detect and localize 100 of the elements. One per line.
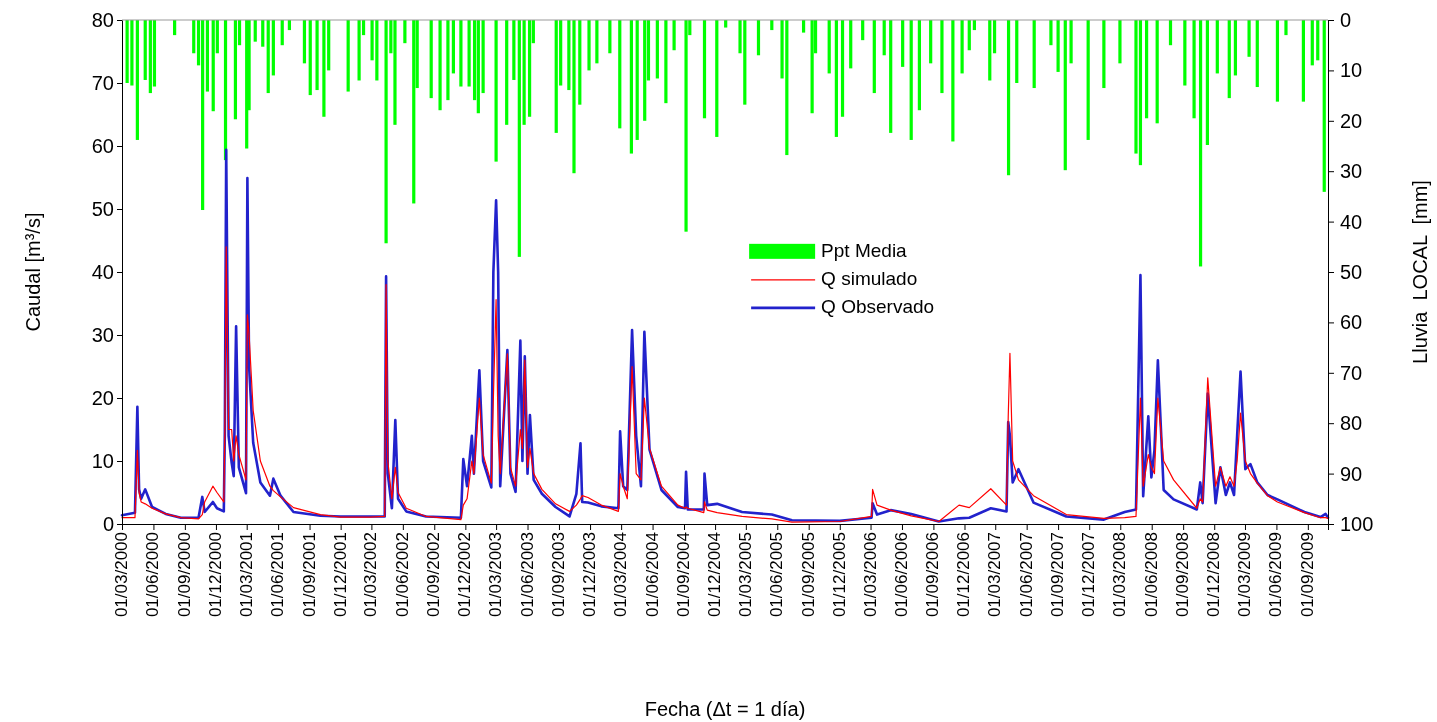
bar [517, 20, 521, 257]
bar [253, 20, 257, 42]
x-tick-label: 01/03/2006 [860, 532, 880, 618]
bar [429, 20, 433, 99]
bar [1198, 20, 1203, 267]
y2-tick-label: 90 [1340, 462, 1363, 485]
bar [940, 20, 944, 94]
bar [261, 20, 265, 47]
bar [271, 20, 275, 76]
bar [1301, 20, 1305, 102]
bar [211, 20, 215, 112]
x-tick-label: 01/09/2007 [1048, 532, 1068, 618]
bar [643, 20, 647, 121]
y2-axis-title: Lluvia LOCAL [mm] [1409, 180, 1431, 364]
bar [1056, 20, 1060, 72]
x-tick-label: 01/06/2000 [143, 532, 163, 618]
bar [1316, 20, 1320, 61]
y-tick-label: 60 [91, 134, 114, 157]
x-tick-label: 01/09/2008 [1173, 532, 1193, 618]
bar [1063, 20, 1067, 171]
bar [1155, 20, 1159, 124]
bar [756, 20, 761, 56]
bar [608, 20, 612, 54]
bar [148, 20, 152, 94]
x-tick-label: 01/03/2000 [111, 532, 131, 618]
bar [527, 20, 532, 117]
x-tick-label: 01/06/2008 [1141, 532, 1161, 618]
bar [882, 20, 886, 56]
x-tick-label: 01/09/2003 [548, 532, 568, 618]
bar [715, 20, 719, 137]
bar [302, 20, 307, 64]
y2-tick-label: 100 [1340, 512, 1374, 535]
bar [1275, 20, 1280, 102]
x-tick-label: 01/12/2004 [705, 532, 725, 618]
y2-tick-label: 10 [1340, 59, 1363, 82]
x-tick-label: 01/06/2009 [1266, 532, 1286, 618]
bar [929, 20, 933, 64]
y-axis-title: Caudal [m³/s] [22, 212, 44, 332]
bar [1284, 20, 1288, 36]
bar [1069, 20, 1073, 64]
bar [130, 20, 134, 86]
line-series [121, 246, 1329, 523]
bar [672, 20, 676, 51]
bar [438, 20, 442, 111]
bar [384, 20, 388, 244]
bar [512, 20, 516, 80]
y-tick-label: 10 [91, 449, 114, 472]
x-tick-label: 01/12/2000 [205, 532, 225, 618]
bar [201, 20, 205, 211]
x-tick-label: 01/12/2002 [455, 532, 475, 618]
bar [494, 20, 498, 162]
bar [635, 20, 639, 140]
x-tick-label: 01/09/2001 [299, 532, 319, 618]
bar [988, 20, 992, 81]
bar [967, 20, 971, 51]
x-tick-label: 01/12/2008 [1204, 532, 1224, 618]
bar [467, 20, 471, 87]
bar [481, 20, 485, 94]
bar [1205, 20, 1209, 145]
bar [1192, 20, 1196, 119]
bar [872, 20, 876, 94]
bar [357, 20, 361, 81]
y2-tick-label: 20 [1340, 109, 1363, 132]
bar [135, 20, 139, 140]
bar [1322, 20, 1326, 192]
x-tick-label: 01/06/2004 [642, 532, 662, 618]
bar [1086, 20, 1090, 140]
bar [664, 20, 668, 104]
y2-tick-label: 0 [1340, 8, 1352, 31]
x-tick-label: 01/12/2006 [954, 532, 974, 618]
bar [476, 20, 480, 114]
bar [572, 20, 576, 174]
y2-tick-label: 30 [1340, 160, 1363, 183]
bar [346, 20, 350, 92]
x-tick-label: 01/03/2001 [236, 532, 256, 618]
bar [951, 20, 955, 142]
x-tick-label: 01/03/2003 [486, 532, 506, 618]
x-tick-label: 01/09/2000 [174, 532, 194, 618]
y-tick-label: 0 [102, 512, 114, 535]
bar [459, 20, 463, 87]
y-tick-label: 30 [91, 323, 114, 346]
bar [655, 20, 659, 79]
bar [702, 20, 707, 119]
x-tick-label: 01/03/2004 [611, 532, 631, 618]
y2-tick-label: 40 [1340, 210, 1363, 233]
x-tick-label: 01/03/2008 [1110, 532, 1130, 618]
x-tick-label: 01/03/2005 [735, 532, 755, 618]
bar [1183, 20, 1187, 86]
x-tick-label: 01/06/2001 [268, 532, 288, 618]
bar [992, 20, 997, 54]
bar [1049, 20, 1053, 46]
x-tick-label: 01/06/2002 [392, 532, 412, 618]
bar [233, 20, 238, 120]
y2-tick-label: 50 [1340, 260, 1363, 283]
x-tick-label: 01/09/2004 [673, 532, 693, 618]
y2-tick-label: 70 [1340, 361, 1363, 384]
x-tick-label: 01/06/2007 [1016, 532, 1036, 618]
bar [578, 20, 582, 105]
bar [849, 20, 853, 69]
x-tick-label: 01/12/2007 [1079, 532, 1099, 618]
